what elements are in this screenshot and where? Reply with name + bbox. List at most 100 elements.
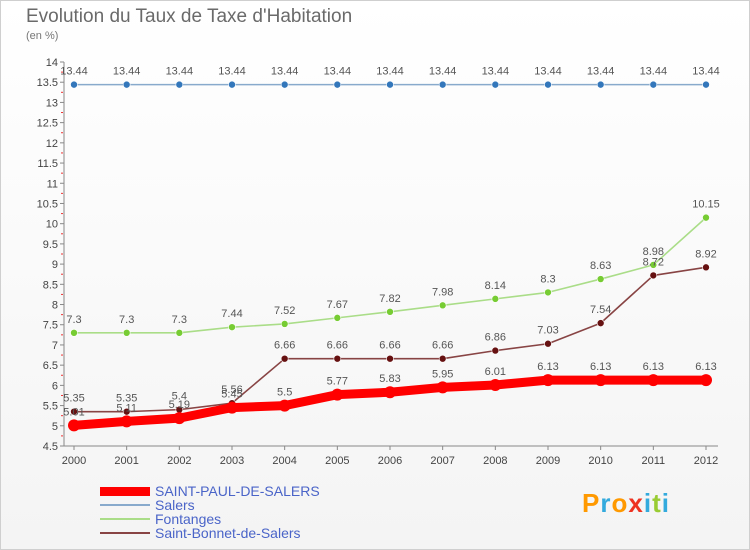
- data-point: [280, 320, 289, 328]
- data-point: [491, 295, 500, 303]
- data-point: [70, 407, 78, 416]
- data-label: 6.66: [327, 340, 348, 352]
- y-tick-label: 5.5: [43, 401, 58, 413]
- data-label: 5.56: [221, 384, 242, 396]
- legend-swatch: [100, 504, 150, 506]
- data-point: [489, 378, 502, 391]
- legend-label: Saint-Bonnet-de-Salers: [155, 525, 301, 541]
- y-tick-label: 7: [52, 340, 58, 352]
- data-point: [438, 354, 447, 363]
- data-label: 8.14: [485, 280, 506, 292]
- y-tick-label: 12.5: [37, 118, 58, 130]
- y-tick-label: 11.5: [37, 158, 58, 170]
- legend-label: Salers: [155, 497, 195, 513]
- data-point: [649, 271, 658, 280]
- data-label: 8.72: [643, 256, 664, 268]
- y-tick-label: 9: [52, 259, 58, 271]
- data-label: 13.44: [60, 66, 88, 78]
- data-point: [333, 80, 342, 89]
- legend-swatch: [100, 532, 150, 534]
- data-point: [120, 415, 133, 428]
- y-tick-label: 7.5: [43, 320, 58, 332]
- data-point: [702, 80, 710, 89]
- data-label: 5.95: [432, 368, 453, 380]
- legend-swatch: [100, 486, 150, 496]
- data-label: 7.67: [327, 299, 348, 311]
- data-label: 13.44: [587, 66, 615, 78]
- data-label: 6.66: [432, 340, 453, 352]
- x-tick-label: 2011: [642, 455, 666, 467]
- y-tick-label: 6.5: [43, 360, 58, 372]
- data-point: [70, 80, 78, 89]
- data-label: 6.13: [537, 361, 558, 373]
- logo-letter: r: [600, 488, 612, 518]
- data-label: 7.3: [119, 314, 134, 326]
- y-tick-label: 5: [52, 421, 58, 433]
- data-point: [228, 323, 236, 331]
- data-point: [175, 80, 184, 89]
- data-label: 6.86: [485, 332, 506, 344]
- data-point: [491, 346, 500, 355]
- data-label: 7.44: [221, 308, 242, 320]
- data-point: [386, 80, 394, 89]
- logo-letter: t: [652, 488, 662, 518]
- y-tick-label: 10: [46, 219, 58, 231]
- data-label: 6.66: [379, 340, 400, 352]
- data-point: [333, 314, 342, 322]
- y-tick-label: 8.5: [43, 279, 58, 291]
- data-point: [436, 381, 449, 394]
- y-tick-label: 14: [46, 57, 58, 69]
- data-point: [649, 261, 658, 269]
- data-point: [700, 374, 712, 387]
- chart-title: Evolution du Taux de Taxe d'Habitation: [26, 6, 353, 27]
- data-label: 13.44: [271, 66, 299, 78]
- data-label: 13.44: [482, 66, 510, 78]
- logo-letter: i: [643, 488, 653, 518]
- data-label: 6.01: [485, 366, 506, 378]
- data-label: 10.15: [692, 199, 720, 211]
- data-label: 7.54: [590, 304, 611, 316]
- x-tick-label: 2004: [272, 455, 296, 467]
- data-point: [544, 339, 552, 348]
- data-point: [280, 80, 289, 89]
- data-label: 5.19: [169, 399, 190, 411]
- data-label: 6.13: [590, 361, 611, 373]
- data-label: 13.44: [640, 66, 668, 78]
- data-point: [647, 374, 660, 387]
- data-point: [386, 308, 394, 316]
- logo-letter: i: [661, 488, 670, 518]
- logo-letter: x: [628, 488, 644, 518]
- y-tick-label: 8: [52, 300, 58, 312]
- data-label: 7.98: [432, 286, 453, 298]
- data-label: 6.13: [643, 361, 664, 373]
- chart-subtitle: (en %): [26, 30, 59, 42]
- logo-letter: P: [582, 488, 601, 518]
- legend-label: SAINT-PAUL-DE-SALERS: [155, 483, 320, 499]
- data-label: 5.45: [221, 389, 242, 401]
- y-tick-label: 9.5: [43, 239, 58, 251]
- data-point: [280, 354, 289, 363]
- data-point: [68, 419, 80, 432]
- data-point: [331, 388, 344, 401]
- data-label: 5.5: [277, 387, 292, 399]
- data-point: [226, 401, 238, 414]
- data-point: [544, 288, 552, 297]
- x-tick-label: 2008: [483, 455, 507, 467]
- data-point: [173, 412, 186, 425]
- data-point: [70, 329, 78, 337]
- data-point: [438, 80, 447, 89]
- data-point: [596, 80, 605, 89]
- data-label: 7.3: [66, 314, 81, 326]
- data-label: 13.44: [166, 66, 194, 78]
- data-point: [596, 319, 605, 327]
- y-tick-label: 11: [47, 178, 58, 190]
- data-label: 5.83: [379, 373, 400, 385]
- logo-letter: o: [611, 488, 629, 518]
- y-tick-label: 10.5: [37, 198, 58, 210]
- data-point: [122, 407, 131, 416]
- legend-swatch: [100, 518, 150, 520]
- y-tick-label: 13: [46, 97, 58, 109]
- data-label: 7.82: [379, 293, 400, 305]
- data-label: 8.3: [540, 273, 555, 285]
